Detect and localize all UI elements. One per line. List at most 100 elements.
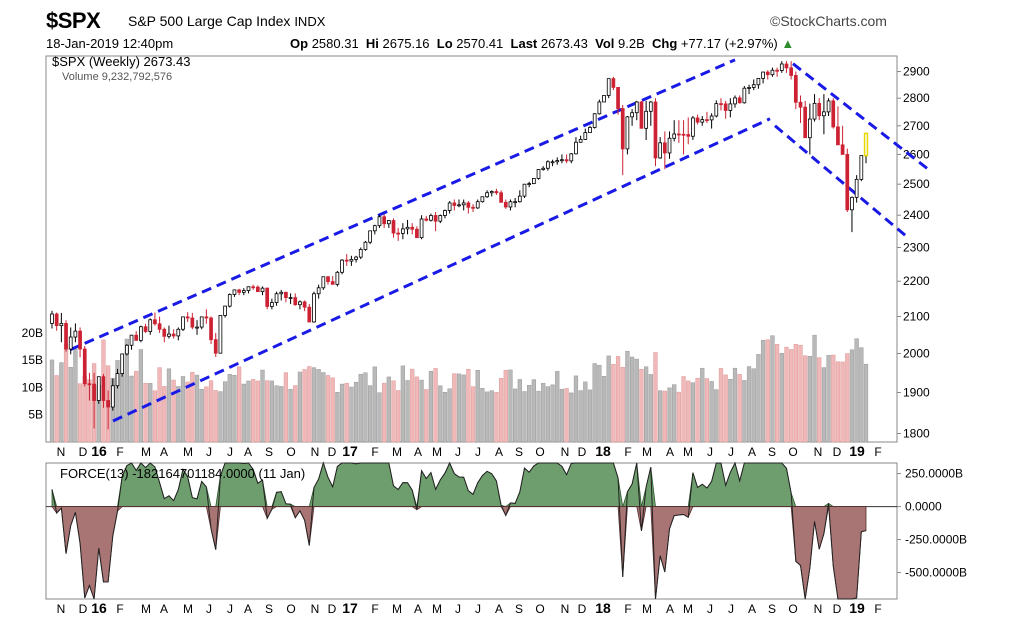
- volume-bar: [176, 386, 181, 443]
- force-x-tick-label: J: [728, 602, 734, 616]
- candle-body: [634, 101, 639, 114]
- candle-body: [255, 286, 260, 293]
- price-x-tick-label: J: [206, 445, 212, 459]
- volume-bar: [789, 349, 794, 443]
- volume-bar: [311, 367, 317, 443]
- candle-body: [312, 293, 316, 323]
- volume-bar: [653, 352, 658, 443]
- candle-body: [209, 317, 213, 341]
- volume-bar: [550, 384, 555, 443]
- price-x-tick-label: J: [707, 445, 713, 459]
- volume-bar: [606, 355, 611, 443]
- candle-body: [176, 328, 181, 337]
- candle-body: [204, 316, 209, 319]
- candle-body: [578, 138, 583, 143]
- volume-bar: [367, 385, 373, 443]
- price-axis-label: 2000: [903, 347, 930, 361]
- candle-body: [667, 137, 672, 154]
- volume-axis-label: 10B: [22, 380, 43, 394]
- volume-bar: [293, 385, 298, 443]
- last-label: Last: [510, 36, 538, 51]
- volume-bar: [470, 386, 476, 443]
- candle-body: [583, 132, 588, 140]
- force-x-tick-label: M: [392, 602, 402, 616]
- volume-bar: [260, 369, 265, 443]
- force-x-tick-label: J: [455, 602, 461, 616]
- volume-bar: [531, 379, 536, 443]
- volume-bar: [503, 370, 508, 443]
- volume-bar: [325, 375, 331, 443]
- price-x-tick-label: A: [414, 445, 422, 459]
- candle-body: [765, 71, 770, 76]
- volume-bar: [405, 380, 410, 443]
- volume-bar: [583, 381, 588, 443]
- candle-body: [653, 101, 658, 159]
- volume-bar: [859, 347, 864, 443]
- candle-body: [185, 316, 190, 319]
- candle-body: [597, 101, 602, 115]
- volume-bar: [433, 368, 438, 443]
- volume-bar: [166, 368, 172, 443]
- price-x-tick-label: O: [535, 445, 544, 459]
- candle-body: [850, 196, 854, 211]
- force-axis-label: -500.0000B: [905, 566, 967, 580]
- volume-bar: [667, 387, 672, 443]
- volume-bar: [438, 385, 443, 443]
- volume-bar: [414, 376, 420, 443]
- candle-body: [401, 228, 405, 234]
- price-axis-label: 2300: [903, 240, 930, 254]
- volume-bar: [115, 360, 120, 443]
- volume-bar: [718, 368, 724, 443]
- price-x-tick-label: F: [874, 445, 881, 459]
- volume-bar: [845, 353, 850, 443]
- low-value: 2570.41: [456, 36, 504, 51]
- candle-body: [405, 226, 410, 230]
- force-x-tick-label: A: [244, 602, 252, 616]
- volume-label: Vol: [595, 36, 615, 51]
- volume-bar: [391, 380, 396, 443]
- force-x-tick-label: S: [768, 602, 776, 616]
- price-x-tick-label: D: [79, 445, 88, 459]
- candle-body: [73, 330, 78, 338]
- force-x-tick-label: D: [578, 602, 587, 616]
- candle-body: [293, 297, 298, 306]
- force-x-tick-label: J: [227, 602, 233, 616]
- candle-body: [326, 276, 330, 282]
- volume-bar: [817, 357, 822, 443]
- volume-bar: [288, 389, 293, 443]
- volume-bar: [274, 385, 279, 443]
- candle-body: [588, 127, 592, 133]
- candle-body: [433, 215, 438, 222]
- volume-bar: [611, 363, 616, 443]
- volume-bar: [330, 377, 335, 443]
- candle-body: [335, 271, 340, 285]
- candle-body: [218, 315, 223, 354]
- force-x-tick-label: M: [642, 602, 652, 616]
- price-axis-label: 2700: [903, 119, 930, 133]
- volume-bar: [662, 390, 667, 443]
- volume-bar: [676, 391, 681, 443]
- candle-body: [648, 101, 653, 112]
- high-value: 2675.16: [382, 36, 430, 51]
- candle-body: [251, 286, 256, 289]
- candle-body: [733, 97, 737, 105]
- candle-body: [68, 336, 73, 350]
- candle-body: [863, 132, 869, 157]
- candle-body: [527, 183, 532, 185]
- candle-body: [662, 142, 667, 154]
- candle-body: [340, 259, 344, 273]
- force-x-tick-label: D: [328, 602, 337, 616]
- volume-bar: [695, 377, 700, 443]
- force-x-tick-label: 17: [342, 600, 358, 616]
- price-x-tick-label: N: [561, 445, 570, 459]
- volume-bar: [854, 338, 859, 443]
- force-x-tick-label: A: [666, 602, 674, 616]
- candle-body: [386, 220, 391, 225]
- volume-bar: [742, 380, 747, 443]
- price-x-tick-label: F: [116, 445, 123, 459]
- candle-body: [237, 289, 241, 293]
- candle-body: [831, 100, 836, 128]
- stockcharts-brand[interactable]: ©StockCharts.com: [770, 13, 887, 29]
- force-x-tick-label: S: [265, 602, 273, 616]
- last-value: 2673.43: [540, 36, 588, 51]
